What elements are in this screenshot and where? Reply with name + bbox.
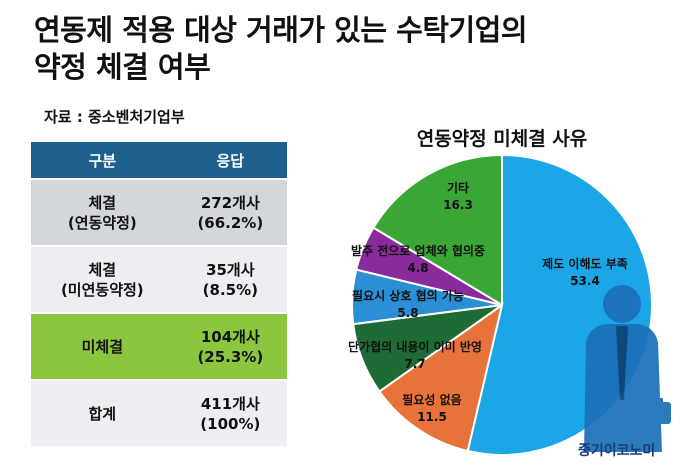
source-note: 자료 : 중소벤처기업부 (44, 108, 185, 126)
pie-slice (378, 302, 504, 453)
title-line-1: 연동제 적용 대상 거래가 있는 수탁기업의 (34, 13, 528, 47)
row-label-line: 체결 (88, 193, 117, 212)
row-label-line: 미체결 (81, 337, 124, 356)
header-response: 응답 (173, 142, 287, 178)
row-value-line: 411개사 (200, 394, 260, 413)
table-row: 체결 (미연동약정) 35개사 (8.5%) (31, 247, 287, 312)
slice-value: 11.5 (417, 410, 447, 424)
slice-value: 7.7 (404, 357, 425, 371)
slice-value: 5.8 (397, 306, 418, 320)
row-value: 104개사 (25.3%) (173, 314, 287, 379)
table-row: 체결 (연동약정) 272개사 (66.2%) (31, 180, 287, 245)
row-value-line: (8.5%) (202, 280, 258, 299)
row-label-line: 체결 (88, 260, 117, 279)
row-label: 합계 (31, 381, 174, 446)
row-value-line: (100%) (200, 414, 261, 433)
row-value-line: (66.2%) (197, 213, 264, 232)
row-value: 272개사 (66.2%) (173, 180, 287, 245)
pie-slice (372, 153, 503, 307)
row-value-line: 104개사 (200, 327, 260, 346)
slice-label: 제도 이해도 부족 (542, 256, 628, 271)
response-table: 구분 응답 체결 (연동약정) 272개사 (66.2%) 체결 (미연동약정)… (31, 140, 287, 448)
slice-label: 필요성 없음 (402, 392, 461, 407)
page-title: 연동제 적용 대상 거래가 있는 수탁기업의 약정 체결 여부 (34, 12, 694, 86)
row-value: 35개사 (8.5%) (173, 247, 287, 312)
row-value: 411개사 (100%) (173, 381, 287, 446)
slice-label: 단가협의 내용이 이미 반영 (348, 339, 482, 354)
row-label-line: (연동약정) (67, 213, 137, 232)
brand-logo-text: 중기이코노미 (578, 443, 656, 459)
row-label-line: 합계 (88, 404, 117, 423)
table-row: 합계 411개사 (100%) (31, 381, 287, 446)
row-label: 미체결 (31, 314, 174, 379)
row-label: 체결 (미연동약정) (31, 247, 174, 312)
slice-label: 기타 (447, 180, 469, 195)
row-label: 체결 (연동약정) (31, 180, 174, 245)
title-line-2: 약정 체결 여부 (34, 50, 211, 84)
slice-label: 발주 전으로 업체와 협의중 (351, 243, 485, 258)
table-row: 미체결 104개사 (25.3%) (31, 314, 287, 379)
pie-chart-title: 연동약정 미체결 사유 (416, 128, 588, 150)
row-label-line: (미연동약정) (60, 280, 144, 299)
slice-value: 53.4 (570, 274, 600, 288)
slice-value: 16.3 (443, 198, 473, 212)
slice-label: 필요시 상호 협의 가능 (352, 288, 464, 303)
businessman-icon (584, 285, 671, 452)
row-value-line: (25.3%) (197, 347, 264, 366)
header-category: 구분 (31, 142, 174, 178)
row-value-line: 35개사 (206, 260, 255, 279)
row-value-line: 272개사 (200, 193, 260, 212)
slice-value: 4.8 (407, 261, 428, 275)
table-header-row: 구분 응답 (31, 142, 287, 178)
